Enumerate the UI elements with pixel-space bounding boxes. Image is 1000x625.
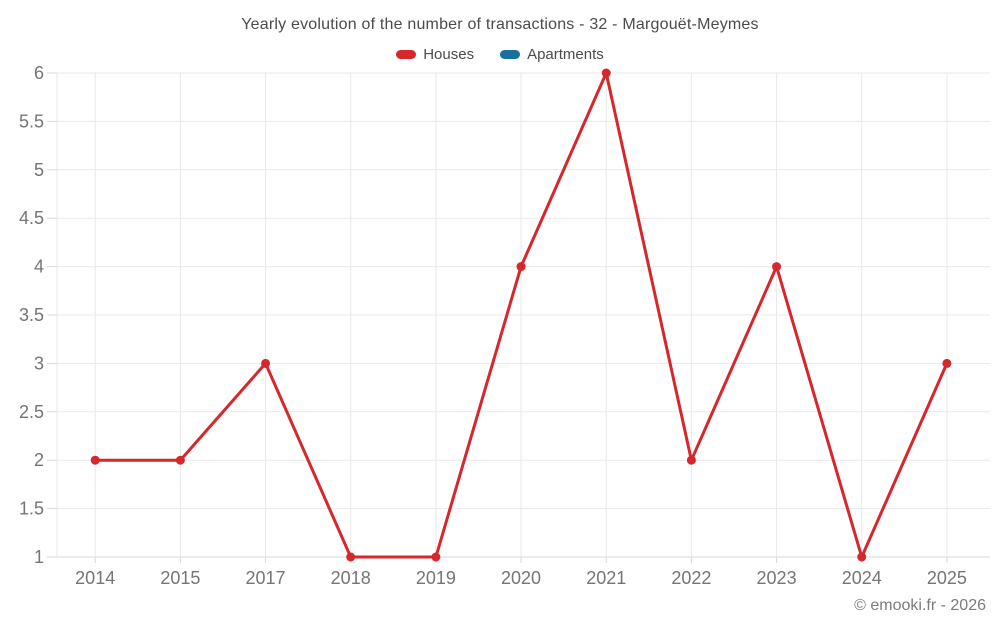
legend-item-apartments[interactable]: Apartments — [500, 46, 604, 63]
y-axis-label: 3 — [34, 353, 44, 373]
y-axis-label: 2 — [34, 450, 44, 470]
houses-data-point[interactable] — [90, 455, 100, 465]
x-axis-label: 2021 — [586, 568, 626, 588]
y-axis-label: 4 — [34, 257, 44, 277]
y-axis-label: 6 — [34, 63, 44, 83]
legend: Houses Apartments — [0, 44, 1000, 64]
houses-data-point[interactable] — [772, 262, 782, 272]
chart-title: Yearly evolution of the number of transa… — [241, 16, 759, 33]
x-axis-label: 2015 — [160, 568, 200, 588]
houses-data-point[interactable] — [175, 455, 185, 465]
x-axis-label: 2022 — [671, 568, 711, 588]
y-axis-label: 5.5 — [19, 111, 44, 131]
x-axis-label: 2018 — [331, 568, 371, 588]
houses-data-point[interactable] — [431, 552, 441, 562]
x-axis-label: 2014 — [75, 568, 115, 588]
x-axis-label: 2019 — [416, 568, 456, 588]
legend-label-houses: Houses — [423, 45, 475, 63]
legend-item-houses[interactable]: Houses — [396, 46, 474, 63]
copyright-text: © emooki.fr - 2026 — [854, 597, 986, 614]
y-axis-label: 5 — [34, 160, 44, 180]
houses-data-point[interactable] — [942, 358, 952, 368]
y-axis-label: 1 — [34, 547, 44, 567]
y-axis-label: 4.5 — [19, 208, 44, 228]
x-axis-label: 2020 — [501, 568, 541, 588]
x-axis-label: 2017 — [246, 568, 286, 588]
houses-data-point[interactable] — [601, 68, 611, 78]
houses-data-point[interactable] — [261, 358, 271, 368]
houses-data-point[interactable] — [857, 552, 867, 562]
x-axis-label: 2025 — [927, 568, 967, 588]
y-axis-label: 3.5 — [19, 305, 44, 325]
y-axis-label: 1.5 — [19, 499, 44, 519]
apartments-series-swatch-icon — [500, 49, 521, 59]
houses-data-point[interactable] — [346, 552, 356, 562]
legend-label-apartments: Apartments — [527, 45, 604, 63]
y-axis-label: 2.5 — [19, 402, 44, 422]
x-axis-label: 2024 — [842, 568, 882, 588]
houses-data-point[interactable] — [516, 262, 526, 272]
x-axis-label: 2023 — [757, 568, 797, 588]
houses-series-swatch-icon — [396, 49, 417, 59]
houses-data-point[interactable] — [686, 455, 696, 465]
